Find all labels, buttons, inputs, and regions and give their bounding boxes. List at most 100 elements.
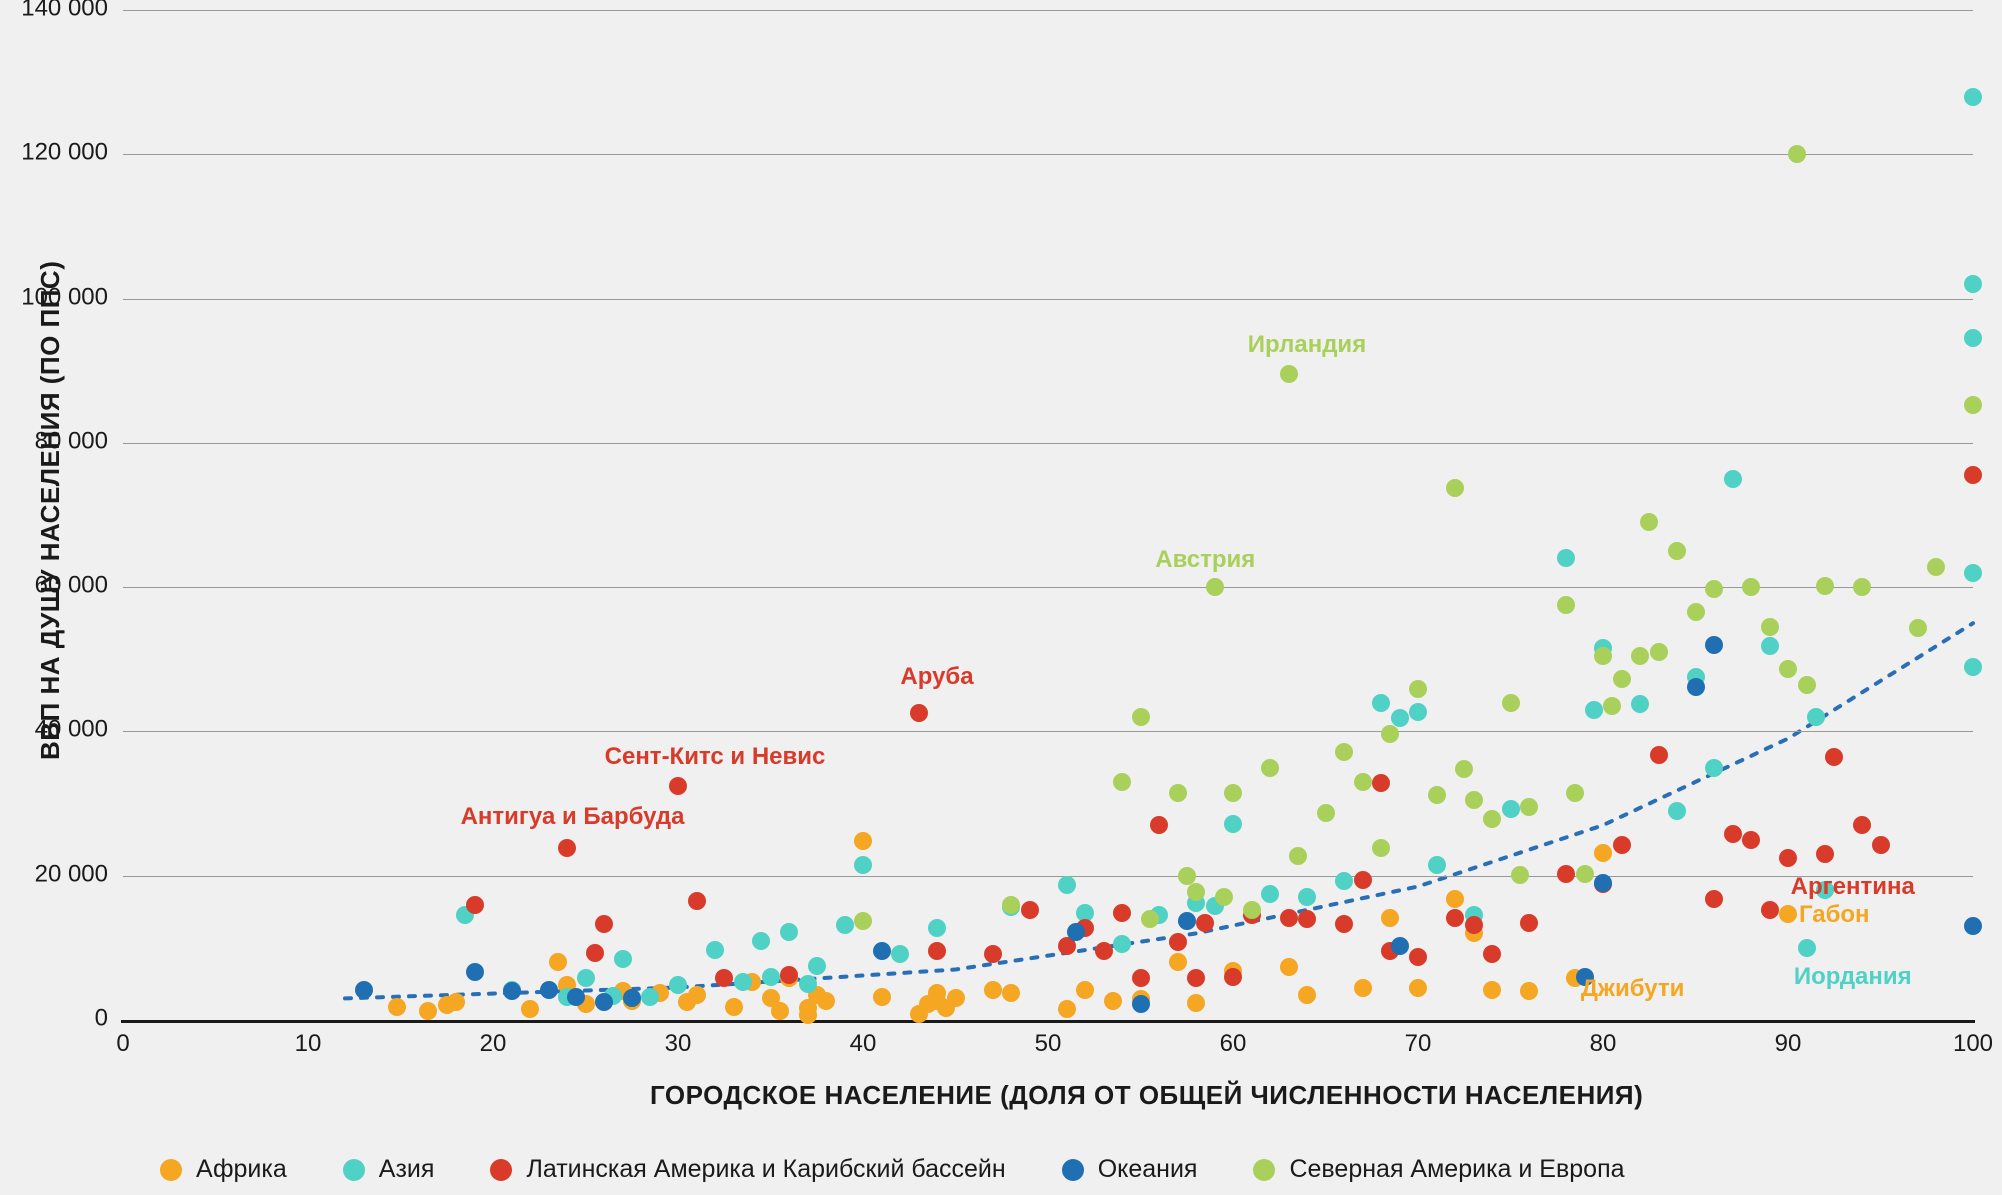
annotation-label: Сент-Китс и Невис <box>605 743 826 771</box>
data-point <box>586 944 604 962</box>
data-point <box>1224 815 1242 833</box>
data-point <box>1391 937 1409 955</box>
data-point <box>1002 984 1020 1002</box>
data-point <box>521 1000 539 1018</box>
data-point <box>1372 694 1390 712</box>
data-point <box>1650 643 1668 661</box>
legend-label: Океания <box>1098 1155 1198 1184</box>
gridline <box>123 154 1973 155</box>
data-point <box>1705 580 1723 598</box>
data-point <box>1243 901 1261 919</box>
data-point <box>1409 680 1427 698</box>
data-point <box>1520 982 1538 1000</box>
data-point <box>1280 365 1298 383</box>
data-point <box>1206 578 1224 596</box>
data-point <box>706 941 724 959</box>
legend-item: Африка <box>160 1155 287 1184</box>
data-point <box>388 998 406 1016</box>
x-tick-label: 0 <box>116 1030 129 1058</box>
data-point <box>808 957 826 975</box>
data-point <box>447 993 465 1011</box>
data-point <box>1640 513 1658 531</box>
data-point <box>1076 981 1094 999</box>
data-point <box>1455 760 1473 778</box>
data-point <box>817 992 835 1010</box>
x-tick-label: 40 <box>850 1030 877 1058</box>
x-tick-labels: 0102030405060708090100 <box>123 1030 1973 1070</box>
data-point <box>1187 883 1205 901</box>
data-point <box>1446 909 1464 927</box>
data-point <box>928 942 946 960</box>
data-point <box>762 968 780 986</box>
y-tick-label: 140 000 <box>0 0 108 23</box>
data-point <box>1113 935 1131 953</box>
data-point <box>910 704 928 722</box>
data-point <box>1816 577 1834 595</box>
data-point <box>1289 847 1307 865</box>
data-point <box>1520 798 1538 816</box>
legend-label: Азия <box>379 1155 435 1184</box>
data-point <box>1113 773 1131 791</box>
data-point <box>1372 774 1390 792</box>
data-point <box>1104 992 1122 1010</box>
data-point <box>725 998 743 1016</box>
gridline <box>123 299 1973 300</box>
data-point <box>1687 678 1705 696</box>
data-point <box>1594 647 1612 665</box>
data-point <box>1576 865 1594 883</box>
y-tick-labels: 020 00040 00060 00080 000100 000120 0001… <box>0 10 108 1020</box>
data-point <box>503 982 521 1000</box>
data-point <box>1761 618 1779 636</box>
data-point <box>1067 923 1085 941</box>
data-point <box>1354 773 1372 791</box>
data-point <box>1261 759 1279 777</box>
data-point <box>1381 725 1399 743</box>
data-point <box>1557 865 1575 883</box>
data-point <box>1631 695 1649 713</box>
legend-item: Латинская Америка и Карибский бассейн <box>490 1155 1005 1184</box>
data-point <box>984 981 1002 999</box>
data-point <box>780 966 798 984</box>
data-point <box>1446 479 1464 497</box>
data-point <box>1113 904 1131 922</box>
data-point <box>1668 802 1686 820</box>
y-tick-label: 100 000 <box>0 283 108 311</box>
data-point <box>1687 603 1705 621</box>
data-point <box>577 969 595 987</box>
gridline <box>123 876 1973 877</box>
data-point <box>1964 658 1982 676</box>
data-point <box>1705 636 1723 654</box>
data-point <box>1428 856 1446 874</box>
data-point <box>1150 816 1168 834</box>
annotation-label: Аруба <box>900 663 973 691</box>
data-point <box>1335 872 1353 890</box>
data-point <box>1502 694 1520 712</box>
data-point <box>1409 948 1427 966</box>
annotation-label: Ирландия <box>1248 331 1366 359</box>
data-point <box>1381 909 1399 927</box>
data-point <box>1261 885 1279 903</box>
data-point <box>1964 396 1982 414</box>
legend-swatch <box>1062 1159 1084 1181</box>
data-point <box>688 892 706 910</box>
annotation-label: Габон <box>1799 901 1870 929</box>
data-point <box>1058 876 1076 894</box>
legend-swatch <box>343 1159 365 1181</box>
data-point <box>1668 542 1686 560</box>
y-tick-label: 0 <box>0 1005 108 1033</box>
data-point <box>1964 917 1982 935</box>
data-point <box>1483 981 1501 999</box>
data-point <box>1058 1000 1076 1018</box>
data-point <box>1594 844 1612 862</box>
data-point <box>641 988 659 1006</box>
data-point <box>752 932 770 950</box>
data-point <box>688 986 706 1004</box>
data-point <box>947 989 965 1007</box>
data-point <box>1594 874 1612 892</box>
data-point <box>836 916 854 934</box>
x-axis-title: ГОРОДСКОЕ НАСЕЛЕНИЕ (ДОЛЯ ОТ ОБЩЕЙ ЧИСЛЕ… <box>650 1080 1643 1111</box>
data-point <box>1280 909 1298 927</box>
data-point <box>1909 619 1927 637</box>
data-point <box>1872 836 1890 854</box>
data-point <box>1742 578 1760 596</box>
